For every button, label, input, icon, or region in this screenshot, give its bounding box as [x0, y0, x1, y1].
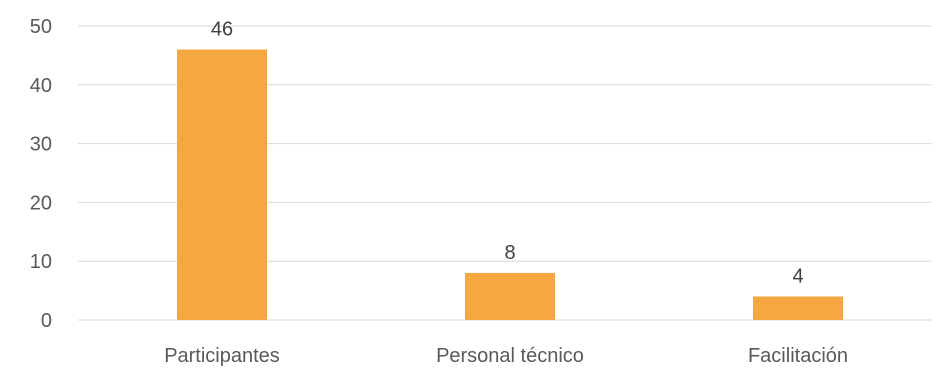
- bar: [177, 49, 267, 321]
- data-label: 46: [211, 19, 233, 41]
- y-axis-ticks: 0 10 20 30 40 50: [30, 16, 52, 332]
- x-category-label: Personal técnico: [436, 345, 584, 367]
- y-tick-label: 40: [30, 75, 52, 97]
- y-tick-label: 30: [30, 134, 52, 156]
- x-category-label: Facilitación: [748, 345, 848, 367]
- y-tick-label: 50: [30, 16, 52, 38]
- bar: [753, 296, 843, 320]
- data-label: 4: [792, 265, 803, 287]
- x-category-label: Participantes: [164, 345, 280, 367]
- x-axis-categories: Participantes Personal técnico Facilitació…: [164, 345, 848, 367]
- bar: [465, 272, 555, 320]
- bars: [177, 49, 843, 321]
- y-tick-label: 0: [41, 310, 52, 332]
- data-labels: 46 8 4: [211, 19, 804, 288]
- y-tick-label: 10: [30, 251, 52, 273]
- y-tick-label: 20: [30, 192, 52, 214]
- data-label: 8: [504, 242, 515, 264]
